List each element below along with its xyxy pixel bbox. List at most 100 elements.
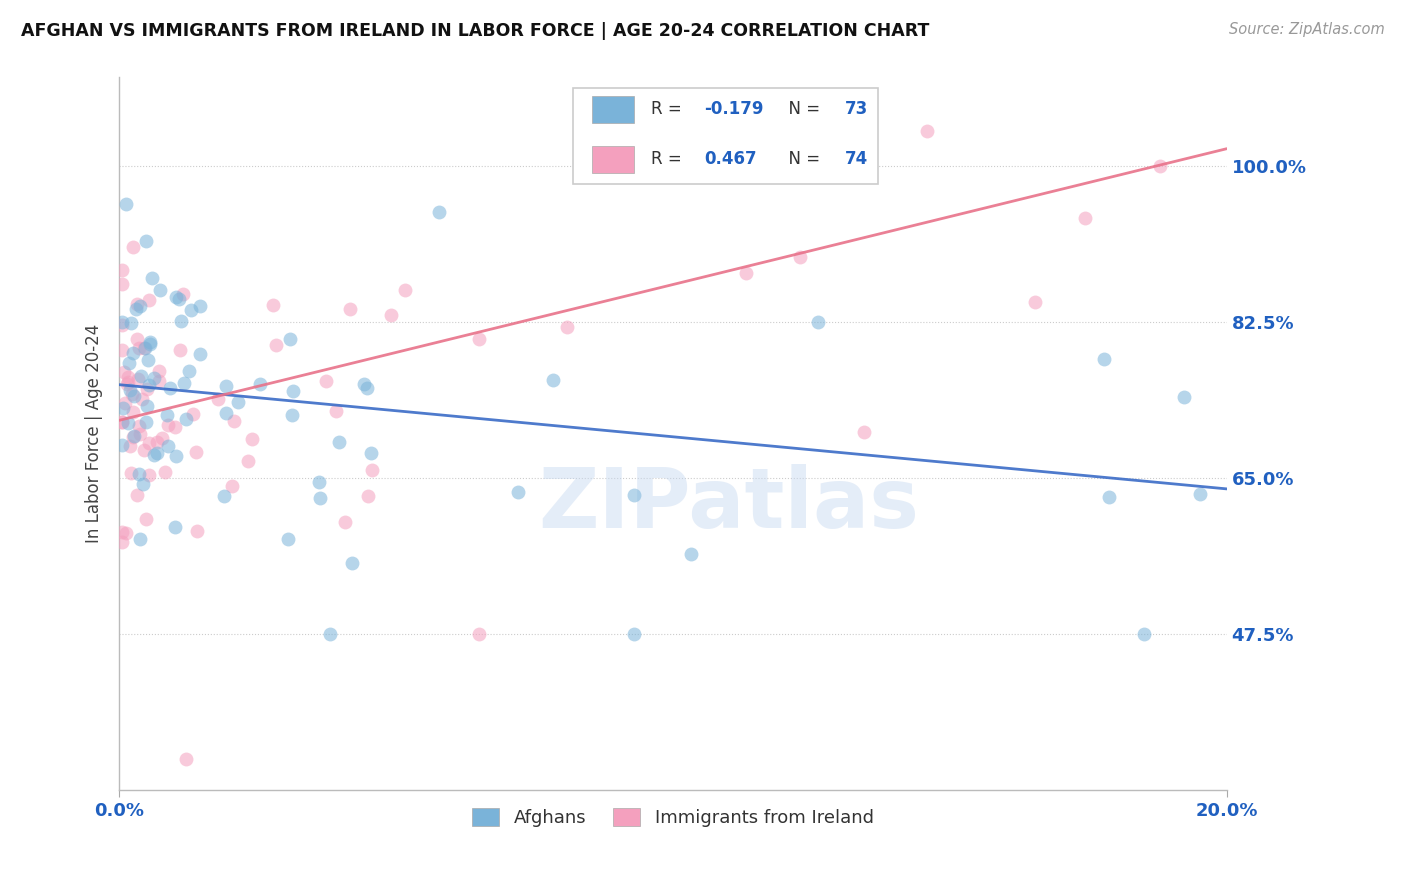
Point	[125, 488, 148, 502]
Point	[128, 418, 150, 433]
Point	[118, 383, 141, 397]
Point	[163, 420, 186, 434]
Point	[328, 434, 350, 449]
Point	[157, 439, 180, 453]
Point	[132, 341, 155, 355]
Point	[555, 320, 578, 334]
Point	[127, 371, 149, 385]
Point	[131, 392, 153, 406]
Point	[1024, 294, 1046, 309]
Point	[169, 343, 191, 357]
Point	[125, 301, 148, 316]
Point	[308, 475, 330, 490]
Point	[111, 534, 134, 549]
Point	[129, 532, 152, 546]
Point	[357, 489, 380, 503]
Point	[134, 342, 156, 356]
Point	[165, 290, 187, 304]
Point	[167, 292, 190, 306]
Point	[188, 299, 211, 313]
Point	[427, 204, 450, 219]
Point	[114, 197, 136, 211]
Point	[139, 334, 162, 349]
Point	[111, 524, 134, 539]
Point	[714, 164, 737, 178]
Point	[249, 376, 271, 391]
FancyBboxPatch shape	[574, 88, 877, 185]
Text: R =: R =	[651, 100, 688, 118]
Point	[112, 365, 135, 379]
Point	[138, 377, 160, 392]
Point	[1073, 211, 1095, 225]
Point	[221, 478, 243, 492]
Point	[215, 379, 238, 393]
Text: 74: 74	[845, 150, 868, 168]
Point	[132, 476, 155, 491]
Point	[138, 293, 160, 307]
Point	[122, 429, 145, 443]
Point	[318, 627, 340, 641]
Point	[122, 429, 145, 443]
Point	[541, 373, 564, 387]
Point	[853, 425, 876, 440]
Point	[111, 438, 134, 452]
Point	[146, 445, 169, 459]
Point	[111, 263, 134, 277]
Point	[118, 355, 141, 369]
Point	[468, 627, 491, 641]
Point	[111, 415, 134, 429]
Point	[188, 347, 211, 361]
Point	[242, 432, 264, 446]
Point	[165, 449, 187, 463]
Point	[361, 463, 384, 477]
Point	[117, 375, 139, 389]
Point	[156, 408, 179, 422]
Point	[111, 401, 134, 415]
Point	[1173, 390, 1195, 404]
Point	[325, 403, 347, 417]
Point	[380, 308, 402, 322]
Point	[157, 418, 180, 433]
Point	[138, 468, 160, 483]
Point	[1188, 487, 1211, 501]
Point	[159, 381, 181, 395]
Point	[135, 415, 157, 429]
Point	[111, 318, 134, 333]
Point	[394, 283, 416, 297]
Point	[262, 298, 284, 312]
Point	[360, 446, 382, 460]
Point	[135, 382, 157, 396]
Point	[127, 332, 149, 346]
Point	[114, 396, 136, 410]
Point	[280, 408, 302, 422]
Text: N =: N =	[779, 150, 825, 168]
Y-axis label: In Labor Force | Age 20-24: In Labor Force | Age 20-24	[86, 324, 103, 543]
Point	[136, 400, 159, 414]
Point	[335, 516, 357, 530]
Point	[129, 369, 152, 384]
Point	[224, 414, 246, 428]
Point	[340, 556, 363, 570]
Point	[128, 467, 150, 481]
Point	[128, 299, 150, 313]
Text: N =: N =	[779, 100, 825, 118]
Point	[135, 512, 157, 526]
Point	[308, 491, 330, 505]
Text: 0.467: 0.467	[704, 150, 756, 168]
Point	[115, 377, 138, 392]
Point	[735, 267, 758, 281]
Point	[353, 376, 375, 391]
Point	[180, 303, 202, 318]
Point	[122, 405, 145, 419]
Point	[356, 381, 378, 395]
Point	[121, 387, 143, 401]
Point	[789, 250, 811, 264]
Point	[915, 124, 938, 138]
Point	[111, 343, 134, 358]
Point	[150, 431, 173, 445]
Point	[111, 277, 134, 291]
Point	[186, 444, 208, 458]
Point	[266, 338, 288, 352]
Point	[148, 374, 170, 388]
Point	[226, 395, 249, 409]
